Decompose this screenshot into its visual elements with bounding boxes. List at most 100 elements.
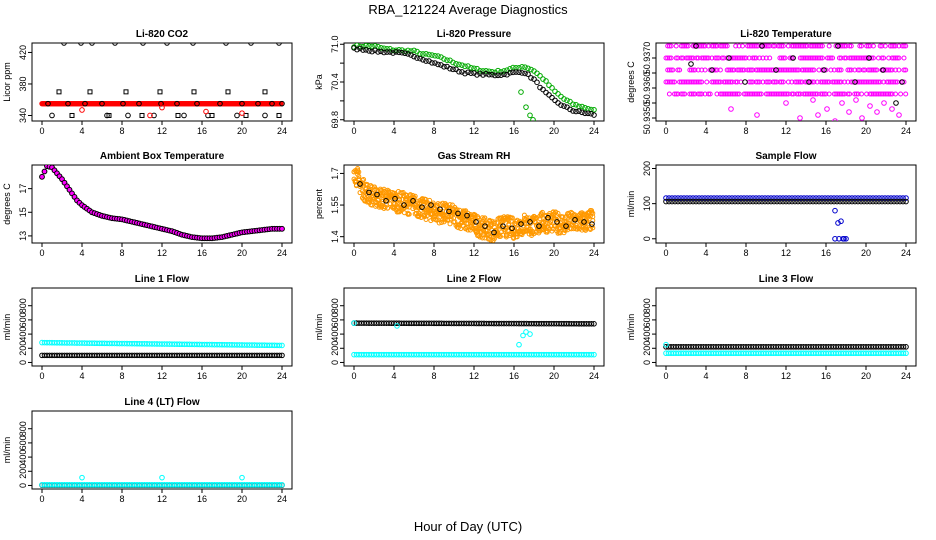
magenta-rows-point (879, 55, 885, 61)
magenta-rows-point (896, 43, 902, 49)
magenta-rows-point (685, 55, 691, 61)
black-trend-point (510, 69, 516, 76)
panel-title: Gas Stream RH (438, 151, 511, 162)
magenta-rows-point (772, 91, 778, 97)
green-trend-point (579, 103, 585, 110)
magenta-rows-point (714, 67, 720, 73)
magenta-rows-point (816, 55, 822, 61)
black-trend-point (576, 108, 582, 114)
black-trend-point (762, 198, 768, 205)
blue-trend-point (696, 195, 702, 201)
green-trend-point (558, 93, 564, 100)
magenta-rows-point (797, 91, 803, 97)
black-points-point (693, 43, 699, 49)
x-tick-label: 16 (509, 371, 519, 381)
green-trend-point (564, 97, 570, 104)
magenta-rows-point (714, 55, 720, 61)
black-trend-point (579, 109, 585, 116)
black-points-point (428, 202, 434, 208)
y-tick-label: 600 (642, 312, 652, 327)
black-flow-point (900, 344, 907, 350)
panel-title: Ambient Box Temperature (100, 151, 225, 162)
orange-band-point (478, 228, 484, 234)
magenta-rows-point (741, 67, 747, 73)
magenta-rows-point (685, 79, 691, 85)
black-trend-point (756, 198, 762, 205)
green-trend-point (444, 57, 450, 63)
x-tick-label: 0 (39, 494, 44, 504)
points-layer (663, 43, 909, 121)
cyan-dropouts-point (527, 331, 533, 337)
red-outliers-point (239, 110, 245, 116)
magenta-rows-point (772, 79, 778, 85)
magenta-rows-point (668, 67, 674, 73)
magenta-rows-point (755, 67, 761, 73)
magenta-rows-point (751, 43, 757, 49)
magenta-rows-point (714, 91, 720, 97)
x-tick-label: 24 (589, 371, 599, 381)
magenta-rows-point (801, 67, 807, 73)
black-points-point (482, 223, 488, 229)
x-tick-label: 16 (821, 248, 831, 258)
magenta-rows-point (893, 79, 898, 85)
magenta-rows-point (685, 43, 691, 49)
blue-trend-point (801, 195, 807, 201)
black-squares-point (87, 89, 93, 95)
magenta-rows-point (831, 91, 837, 97)
x-tick-label: 12 (781, 371, 791, 381)
y-tick-label: 100 (642, 196, 652, 211)
green-trend-point (423, 50, 429, 57)
orange-band-point (550, 209, 556, 215)
black-trend-point (792, 198, 798, 205)
magenta-rows-point (893, 43, 898, 49)
magenta-rows-point (738, 55, 744, 61)
blue-trend-point (831, 195, 837, 201)
x-tick-label: 12 (469, 248, 479, 258)
magenta-rows-point (670, 79, 676, 85)
magenta-rows-point (903, 43, 909, 49)
orange-band-point (358, 182, 364, 188)
magenta-rows-point (762, 43, 768, 49)
black-trend-point (789, 198, 795, 205)
y-tick-label: 800 (330, 298, 340, 313)
blue-trend-point (672, 195, 678, 201)
orange-band-point (482, 215, 488, 221)
magenta-rows-point (723, 43, 728, 49)
magenta-rows-point (804, 67, 810, 73)
magenta-rows-point (865, 67, 871, 73)
green-trend-point (543, 78, 549, 84)
cyan-spikes-point (159, 474, 165, 481)
magenta-scatter-point (867, 103, 873, 109)
points-layer (663, 341, 909, 357)
black-points-point (174, 100, 180, 107)
magenta-rows-point (789, 43, 795, 49)
magenta-rows-point (692, 67, 698, 73)
magenta-rows-point (862, 67, 868, 73)
black-trend-point (666, 198, 672, 205)
blue-trend-point (684, 195, 690, 201)
y-tick-label: 1.4 (330, 230, 340, 243)
black-trend-point (522, 70, 528, 77)
magenta-rows-point (784, 67, 790, 73)
magenta-rows-point (806, 91, 812, 97)
black-points-point (99, 100, 105, 107)
black-trend-point (876, 198, 882, 205)
orange-band-point (447, 202, 453, 208)
green-trend-point (591, 106, 597, 113)
y-tick-label: 200 (18, 341, 28, 356)
x-tick-label: 4 (79, 248, 84, 258)
x-tick-label: 8 (119, 126, 124, 136)
magenta-rows-point (748, 79, 754, 85)
cyan-flow-point (588, 351, 595, 358)
magenta-rows-point (672, 79, 677, 85)
magenta-rows-point (729, 67, 735, 73)
magenta-rows-point (719, 43, 725, 49)
orange-band-point (481, 216, 487, 222)
temperature-point (39, 173, 45, 180)
magenta-rows-point (818, 91, 824, 97)
magenta-rows-point (760, 55, 766, 61)
magenta-rows-point (780, 55, 786, 61)
black-trend-point (732, 198, 738, 205)
x-tick-label: 0 (39, 371, 44, 381)
magenta-rows-point (724, 67, 730, 73)
